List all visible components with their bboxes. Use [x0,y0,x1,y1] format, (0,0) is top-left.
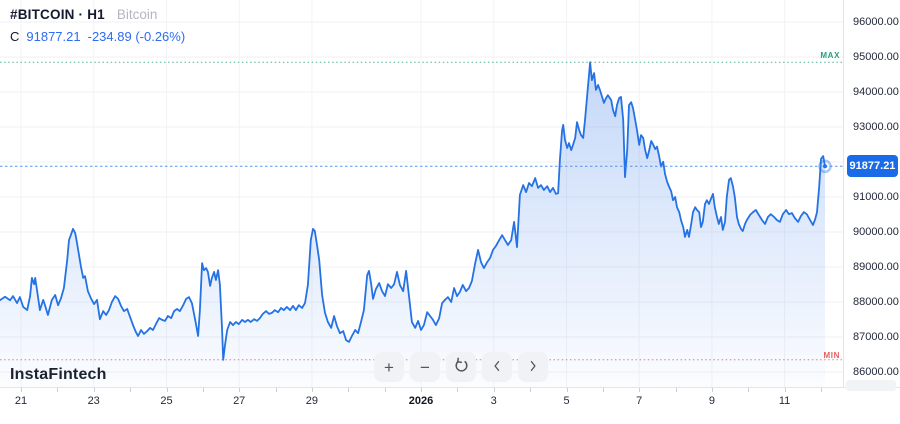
time-axis-tick [275,388,277,392]
time-axis-label: 5 [563,395,570,407]
time-axis-tick [384,388,386,392]
broker-watermark: InstaFintech [10,366,107,383]
time-axis-tick [93,388,95,392]
price-change: -234.89 (-0.26%) [87,29,186,44]
time-axis-label: 11 [778,395,791,407]
close-prefix: C [10,29,20,44]
time-axis-label: 3 [490,395,497,407]
price-axis-label: 90000.00 [853,226,899,238]
time-axis-tick [57,388,59,392]
time-axis-tick [675,388,677,392]
pan-right-button[interactable] [518,352,548,382]
instrument-description: Bitcoin [116,7,158,22]
time-axis-tick [821,388,822,392]
time-axis-label: 9 [708,395,715,407]
price-axis-border [843,0,844,388]
zoom-in-button[interactable]: + [374,352,404,382]
time-axis-tick [239,388,241,392]
time-axis-label: 21 [14,395,28,407]
pan-left-button[interactable] [482,352,512,382]
max-line-label: MAX [820,51,840,61]
price-axis-label: 88000.00 [853,296,899,308]
time-axis-label: 27 [233,395,246,407]
time-axis[interactable]: 21 23 25 27 29 2026 3 5 7 9 11 [0,388,843,424]
price-axis-label: 94000.00 [853,86,899,98]
chevron-left-icon [490,359,504,376]
price-axis-label: 86000.00 [853,366,899,378]
time-axis-tick [202,388,204,392]
time-axis-tick [130,388,132,392]
time-axis-tick [421,388,422,392]
quote-line: C 91877.21 -234.89 (-0.26%) [10,29,185,44]
time-axis-tick [166,388,168,392]
time-axis-tick [711,388,713,392]
instrument-title: #BITCOIN · H1 Bitcoin [10,7,185,22]
time-axis-label: 23 [87,395,100,407]
symbol-and-timeframe: #BITCOIN · H1 [10,7,105,22]
plus-icon: + [384,357,394,377]
current-price-badge: 91877.21 [847,155,898,178]
time-axis-label: 7 [636,395,643,407]
time-axis-tick [311,388,313,392]
price-axis-label: 95000.00 [853,51,899,63]
time-axis-tick [566,388,568,392]
time-axis-tick [21,388,22,392]
time-axis-label: 2026 [408,395,434,407]
time-axis-tick [348,388,350,392]
time-axis-label: 29 [305,395,319,407]
time-axis-border [0,387,900,388]
min-line-label: MIN [823,350,840,360]
chart-toolbar: + − [374,352,548,382]
time-axis-label: 25 [160,395,173,407]
minus-icon: − [420,357,430,377]
zoom-out-button[interactable]: − [410,352,440,382]
reset-icon [453,357,470,377]
price-axis-label: 93000.00 [853,121,899,133]
time-axis-tick [602,388,604,392]
time-axis-tick [639,388,641,392]
last-price: 91877.21 [26,29,81,44]
instrument-header: #BITCOIN · H1 Bitcoin C 91877.21 -234.89 (-… [10,7,185,44]
time-axis-tick [493,388,495,392]
time-axis-tick [784,388,786,392]
time-axis-tick [530,388,532,392]
price-axis-label: 96000.00 [853,16,899,28]
price-axis-label: 89000.00 [853,261,899,273]
chevron-right-icon [526,359,540,376]
price-axis-label: 91000.00 [853,191,899,203]
price-chart-canvas[interactable]: #BITCOIN · H1 Bitcoin C 91877.21 -234.89 (-… [0,0,843,387]
time-axis-tick [457,388,459,392]
chart-plot[interactable] [0,0,843,387]
reset-view-button[interactable] [446,352,476,382]
time-axis-tick [748,388,750,392]
price-axis[interactable]: 91877.21 96000.00 95000.00 94000.00 93000.0… [844,0,900,387]
price-axis-label: 87000.00 [853,331,899,343]
axis-corner-box [846,380,896,391]
